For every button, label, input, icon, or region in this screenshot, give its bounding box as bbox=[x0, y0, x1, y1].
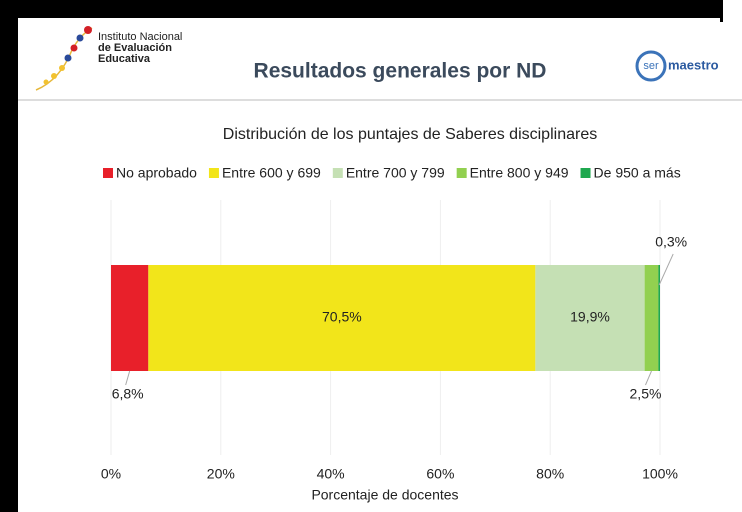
top-border bbox=[0, 0, 722, 18]
value-label: 0,3% bbox=[655, 234, 687, 250]
x-tick-label: 80% bbox=[536, 466, 564, 482]
bar-segment bbox=[535, 265, 645, 371]
bar-segment bbox=[658, 265, 660, 371]
legend-label: No aprobado bbox=[116, 165, 197, 181]
x-tick-label: 100% bbox=[642, 466, 678, 482]
legend-swatch bbox=[103, 168, 113, 178]
x-axis-label: Porcentaje de docentes bbox=[311, 487, 458, 503]
leader-line bbox=[645, 370, 652, 386]
leader-line bbox=[125, 370, 131, 386]
bar-segment bbox=[644, 265, 659, 371]
institution-line: Instituto Nacional bbox=[98, 31, 182, 43]
institution-line: de Evaluación bbox=[98, 42, 172, 54]
value-label: 6,8% bbox=[112, 386, 144, 402]
x-tick-label: 60% bbox=[426, 466, 454, 482]
logo-text: maestro bbox=[668, 57, 719, 72]
value-label: 70,5% bbox=[322, 309, 362, 325]
legend-swatch bbox=[332, 168, 343, 178]
legend-swatch bbox=[456, 168, 467, 178]
logo-text: ser bbox=[643, 60, 659, 72]
bar-segment bbox=[111, 265, 149, 371]
logo-left bbox=[35, 26, 93, 91]
institution-line: Educativa bbox=[98, 53, 151, 65]
legend-swatch bbox=[580, 168, 591, 178]
value-label: 2,5% bbox=[630, 386, 662, 402]
x-tick-label: 0% bbox=[101, 466, 121, 482]
legend-label: Entre 800 y 949 bbox=[470, 165, 569, 181]
x-tick-label: 20% bbox=[207, 466, 235, 482]
logo-right: ser maestro bbox=[635, 50, 719, 82]
right-tick bbox=[720, 0, 723, 22]
legend-label: Entre 600 y 699 bbox=[222, 165, 321, 181]
slide-title: Resultados generales por ND bbox=[254, 60, 547, 83]
legend-label: Entre 700 y 799 bbox=[346, 165, 445, 181]
left-border bbox=[0, 0, 18, 512]
value-label: 19,9% bbox=[570, 309, 610, 325]
chart-title: Distribución de los puntajes de Saberes … bbox=[223, 126, 597, 143]
leader-line bbox=[658, 253, 674, 286]
legend-swatch bbox=[208, 168, 219, 178]
bar-segment bbox=[148, 265, 536, 371]
legend-label: De 950 a más bbox=[594, 165, 681, 181]
x-tick-label: 40% bbox=[317, 466, 345, 482]
